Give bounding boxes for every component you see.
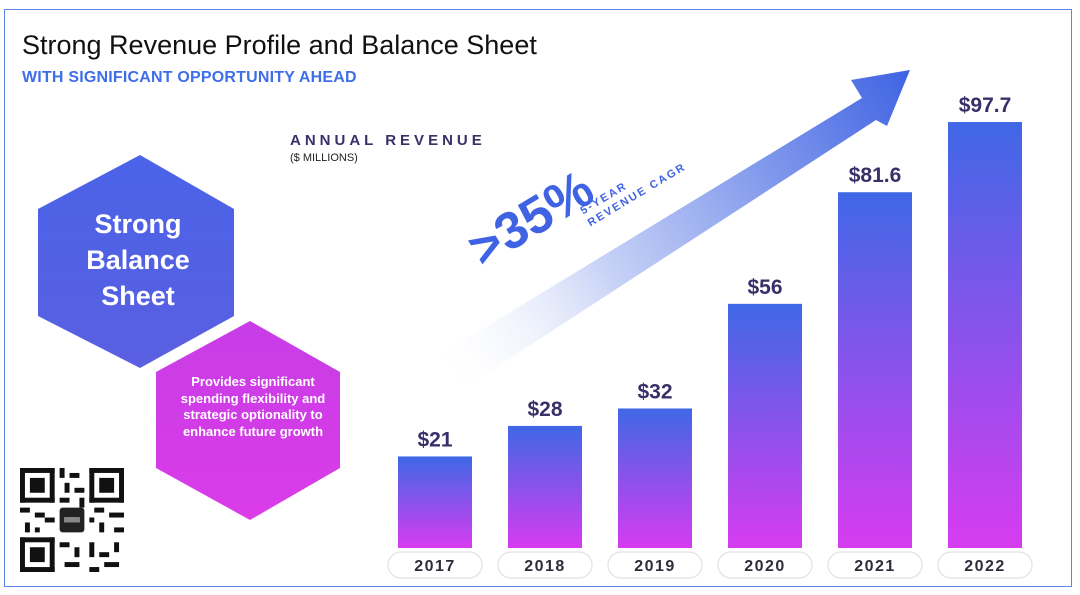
bar-2019 — [618, 408, 692, 548]
value-label-2019: $32 — [637, 380, 672, 403]
bar-2022 — [948, 122, 1022, 548]
bar-2020 — [728, 303, 802, 548]
bar-2021 — [838, 192, 912, 548]
revenue-units: ($ MILLIONS) — [290, 152, 358, 164]
growth-arrow — [425, 70, 910, 400]
year-pill-2020 — [717, 551, 813, 579]
year-pill-2019 — [607, 551, 703, 579]
balance-hexagon-line2: Balance — [86, 245, 190, 275]
value-label-2022: $97.7 — [959, 94, 1012, 117]
bar-2018 — [508, 425, 582, 548]
year-label-2022: 2022 — [964, 558, 1006, 575]
value-label-2018: $28 — [527, 398, 562, 421]
year-label-2021: 2021 — [854, 558, 896, 575]
annual-revenue-heading: ANNUAL REVENUE — [290, 132, 486, 149]
year-label-2019: 2019 — [634, 558, 676, 575]
value-label-2020: $56 — [747, 276, 782, 299]
year-label-2017: 2017 — [414, 558, 456, 575]
balance-hexagon-label: Strong Balance Sheet — [58, 206, 218, 314]
revenue-bars: $21 2017 $28 2018 $32 2019 $56 2020 $81.6 2021 $97… — [387, 94, 1033, 579]
year-pill-2021 — [827, 551, 923, 579]
slide-frame — [4, 9, 1072, 587]
flexibility-hexagon — [156, 321, 340, 520]
flexibility-hexagon-text: Provides significant spending flexibilit… — [180, 374, 326, 439]
balance-hexagon-line1: Strong — [94, 209, 182, 239]
year-pill-2018 — [497, 551, 593, 579]
page-subtitle: WITH SIGNIFICANT OPPORTUNITY AHEAD — [22, 69, 357, 86]
qr-code-icon — [20, 468, 124, 572]
value-label-2021: $81.6 — [849, 164, 902, 187]
value-label-2017: $21 — [417, 428, 452, 451]
page-title: Strong Revenue Profile and Balance Sheet — [22, 30, 537, 60]
year-pill-2022 — [937, 551, 1033, 579]
balance-hexagon — [38, 155, 234, 368]
bar-2017 — [398, 456, 472, 548]
year-label-2020: 2020 — [744, 558, 786, 575]
balance-hexagon-line3: Sheet — [101, 281, 175, 311]
year-label-2018: 2018 — [524, 558, 566, 575]
year-pill-2017 — [387, 551, 483, 579]
